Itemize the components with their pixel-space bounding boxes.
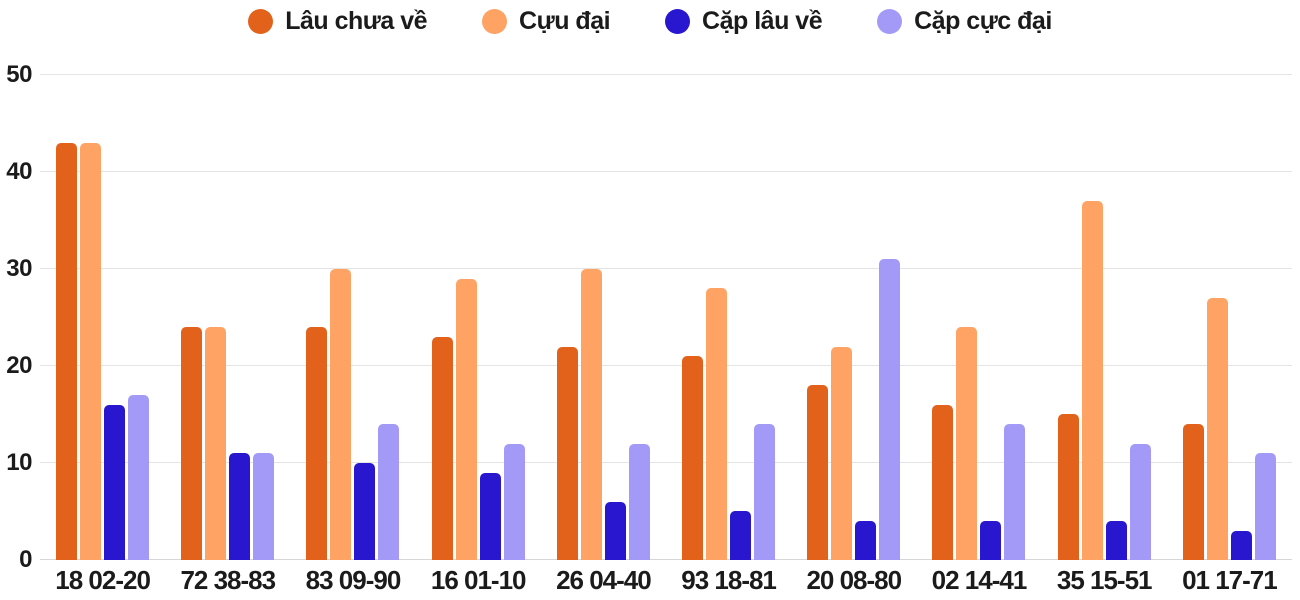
gridline-40 (40, 171, 1292, 172)
bar-series1-cat4[interactable] (580, 269, 602, 560)
bar-series3-cat6[interactable] (879, 259, 901, 560)
bar-group-3 (416, 75, 541, 560)
legend-dot-icon (665, 9, 691, 34)
legend-label: Lâu chưa về (285, 7, 428, 35)
bar-series1-cat9[interactable] (1206, 298, 1228, 560)
x-tick-label-6: 20 08-80 (806, 565, 902, 595)
x-tick-label-0: 18 02-20 (55, 565, 151, 595)
bar-series3-cat5[interactable] (754, 424, 776, 560)
y-tick-label-40: 40 (6, 158, 32, 185)
x-tick-label-2: 83 09-90 (305, 565, 402, 595)
legend-item-1[interactable]: Cựu đại (482, 7, 611, 36)
bar-series3-cat9[interactable] (1254, 453, 1276, 560)
y-tick-label-50: 50 (6, 61, 32, 88)
bar-series2-cat0[interactable] (104, 405, 126, 560)
bar-series1-cat8[interactable] (1081, 201, 1103, 560)
x-tick-label-5: 93 18-81 (681, 565, 777, 595)
bar-series1-cat6[interactable] (831, 347, 853, 560)
bar-series1-cat1[interactable] (205, 327, 227, 560)
bar-series1-cat7[interactable] (956, 327, 978, 560)
bar-series0-cat7[interactable] (932, 405, 954, 560)
bar-series3-cat2[interactable] (378, 424, 400, 560)
y-tick-label-30: 30 (6, 255, 32, 282)
x-tick-label-1: 72 38-83 (180, 565, 276, 595)
bar-series2-cat1[interactable] (229, 453, 251, 560)
bar-series0-cat4[interactable] (556, 347, 578, 560)
plot-area (40, 74, 1292, 560)
bar-series2-cat4[interactable] (604, 502, 626, 560)
bar-series2-cat3[interactable] (479, 473, 501, 560)
y-tick-label-10: 10 (6, 449, 32, 476)
y-axis: 0 10 20 30 40 50 (0, 63, 32, 572)
bar-series3-cat1[interactable] (253, 453, 275, 560)
bar-series2-cat6[interactable] (855, 521, 877, 560)
bar-group-6 (791, 75, 916, 560)
bar-series1-cat2[interactable] (330, 269, 352, 560)
gridline-0 (40, 559, 1292, 560)
bar-series3-cat7[interactable] (1004, 424, 1026, 560)
bar-series0-cat0[interactable] (56, 143, 78, 560)
x-tick-label-9: 01 17-71 (1182, 565, 1278, 595)
bar-groups (40, 75, 1292, 560)
bar-group-5 (666, 75, 791, 560)
gridline-10 (40, 462, 1292, 463)
bar-series0-cat9[interactable] (1182, 424, 1204, 560)
bar-group-0 (40, 75, 165, 560)
legend-item-3[interactable]: Cặp cực đại (877, 7, 1052, 36)
bar-group-7 (916, 75, 1041, 560)
bar-series0-cat8[interactable] (1057, 414, 1079, 560)
bar-series1-cat0[interactable] (80, 143, 102, 560)
x-tick-label-4: 26 04-40 (556, 565, 652, 595)
bar-group-2 (290, 75, 415, 560)
bar-series0-cat1[interactable] (181, 327, 203, 560)
bar-series2-cat9[interactable] (1230, 531, 1252, 560)
x-tick-label-3: 16 01-10 (430, 565, 527, 595)
bar-group-4 (541, 75, 666, 560)
legend-label: Cựu đại (519, 7, 611, 35)
legend-label: Cặp cực đại (914, 7, 1052, 35)
bar-series3-cat8[interactable] (1129, 444, 1151, 560)
y-tick-label-0: 0 (19, 546, 32, 573)
bar-series2-cat2[interactable] (354, 463, 376, 560)
legend-label: Cặp lâu về (702, 7, 823, 35)
bar-series3-cat0[interactable] (128, 395, 150, 560)
bar-group-9 (1167, 75, 1292, 560)
bar-series3-cat3[interactable] (503, 444, 525, 560)
x-tick-label-7: 02 14-41 (931, 565, 1028, 595)
x-tick-label-8: 35 15-51 (1056, 565, 1153, 595)
legend-dot-icon (248, 9, 274, 34)
bar-series2-cat5[interactable] (730, 511, 752, 560)
gridline-30 (40, 268, 1292, 269)
bar-series0-cat6[interactable] (807, 385, 829, 560)
bar-series1-cat3[interactable] (455, 279, 477, 560)
bar-series0-cat2[interactable] (306, 327, 328, 560)
legend-dot-icon (482, 9, 508, 34)
gridline-20 (40, 365, 1292, 366)
bar-group-1 (165, 75, 290, 560)
bar-series0-cat5[interactable] (682, 356, 704, 560)
bar-series0-cat3[interactable] (431, 337, 453, 560)
legend: Lâu chưa về Cựu đại Cặp lâu về Cặp cực đại (0, 7, 1300, 36)
legend-item-0[interactable]: Lâu chưa về (248, 7, 428, 36)
bar-series1-cat5[interactable] (706, 288, 728, 560)
legend-item-2[interactable]: Cặp lâu về (665, 7, 823, 36)
legend-dot-icon (877, 9, 903, 34)
y-tick-label-20: 20 (6, 352, 32, 379)
bar-series2-cat8[interactable] (1105, 521, 1127, 560)
bar-series3-cat4[interactable] (628, 444, 650, 560)
bar-series2-cat7[interactable] (980, 521, 1002, 560)
gridline-50 (40, 74, 1292, 75)
bar-group-8 (1042, 75, 1167, 560)
x-axis: 18 02-20 72 38-83 83 09-90 16 01-10 26 04-40… (40, 565, 1292, 596)
